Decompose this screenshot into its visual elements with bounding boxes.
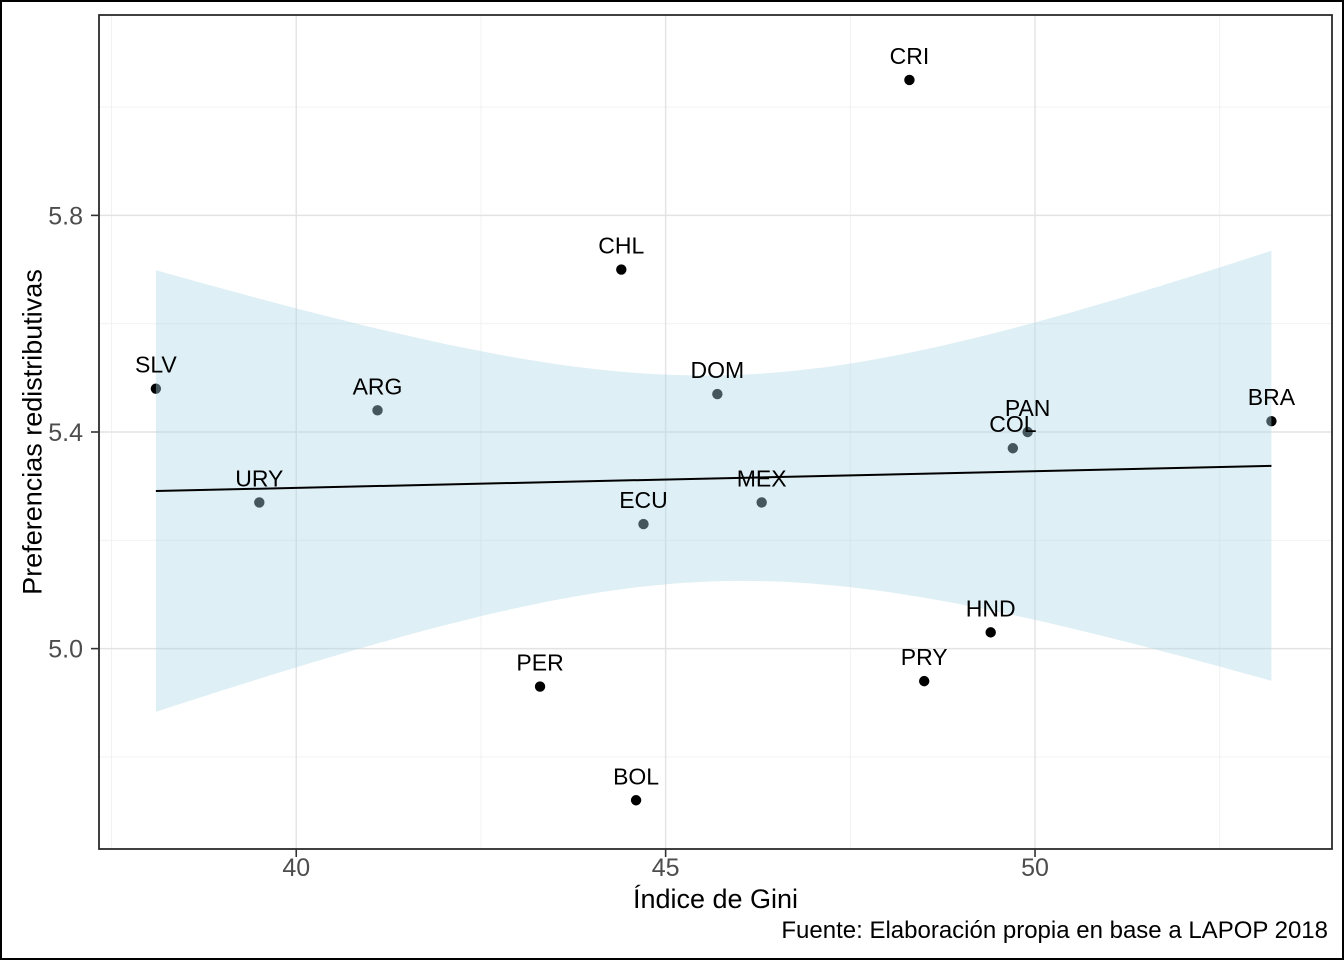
point-label: CRI <box>890 43 930 69</box>
data-point <box>985 627 996 638</box>
y-tick-label: 5.8 <box>48 202 83 230</box>
x-axis-title: Índice de Gini <box>632 884 799 914</box>
point-label: ECU <box>619 487 668 513</box>
data-point <box>919 675 930 687</box>
point-label: DOM <box>691 357 745 383</box>
data-point <box>904 74 915 86</box>
data-point <box>1022 426 1033 438</box>
data-point <box>638 518 649 530</box>
y-tick-label: 5.4 <box>48 419 83 447</box>
point-label: CHL <box>598 233 644 259</box>
point-label: BOL <box>613 763 659 789</box>
point-label: URY <box>235 465 283 491</box>
data-point <box>534 681 546 692</box>
caption: Fuente: Elaboración propia en base a LAP… <box>781 917 1328 944</box>
data-point <box>616 264 627 275</box>
trend-line <box>155 464 1272 493</box>
point-label: ARG <box>353 373 403 399</box>
point-label: SLV <box>135 352 177 378</box>
data-point <box>372 405 383 416</box>
point-label: PER <box>516 650 563 676</box>
confidence-band <box>155 250 1272 712</box>
point-label: HND <box>966 595 1016 621</box>
point-label: PAN <box>1005 395 1051 421</box>
x-tick-label: 40 <box>282 854 310 882</box>
point-label: MEX <box>737 465 787 491</box>
data-point <box>630 795 642 806</box>
x-tick-label: 45 <box>652 854 680 882</box>
data-point <box>712 388 723 400</box>
x-tick-label: 50 <box>1021 854 1049 882</box>
y-axis-title: Preferencias redistributivas <box>17 269 48 595</box>
data-point <box>1007 443 1019 454</box>
data-point <box>1266 415 1277 427</box>
point-label: PRY <box>901 644 948 670</box>
data-point <box>756 497 767 508</box>
y-tick-label: 5.0 <box>48 636 83 664</box>
point-label: BRA <box>1248 384 1296 410</box>
data-point <box>254 497 265 508</box>
data-point <box>150 383 162 394</box>
point-label: COL <box>989 411 1037 437</box>
